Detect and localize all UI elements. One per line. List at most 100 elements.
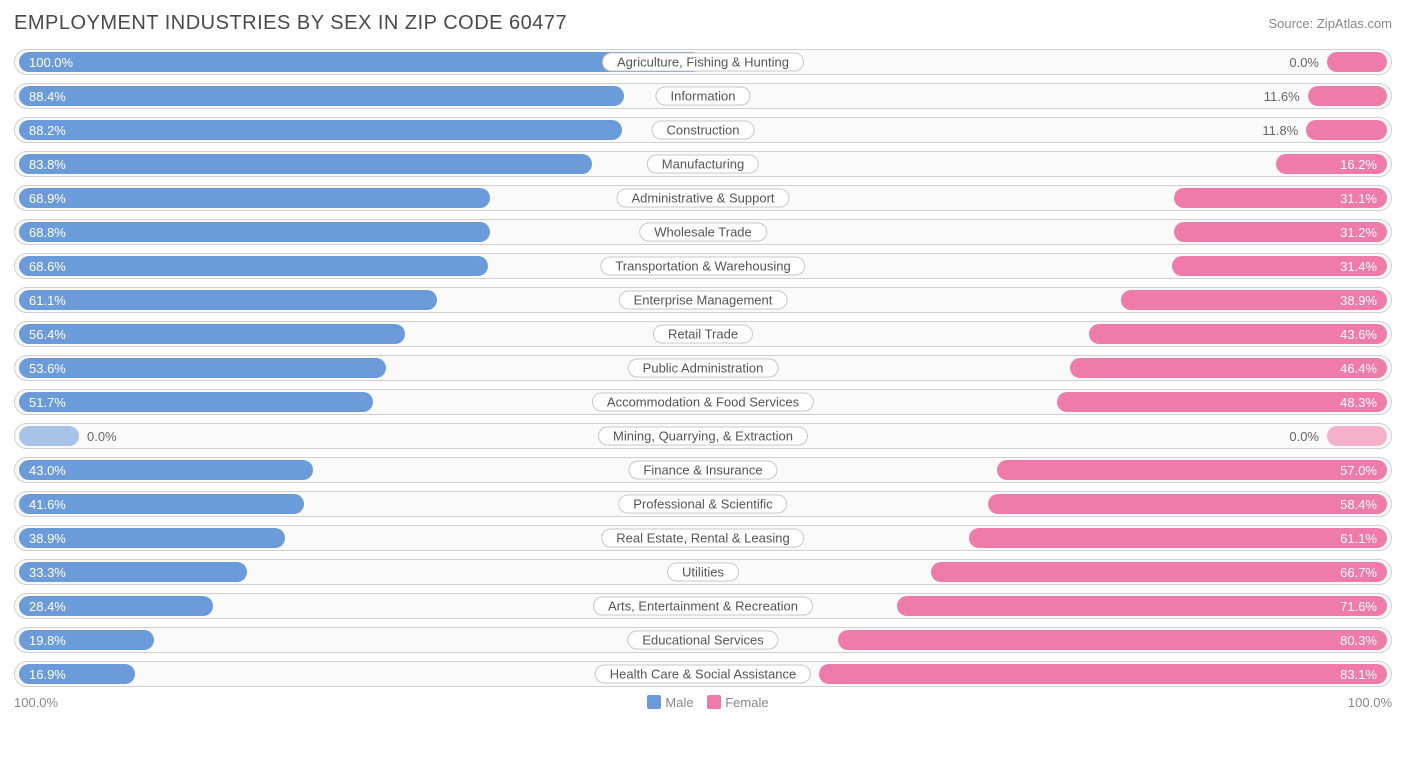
male-pct: 33.3%: [19, 560, 76, 584]
chart-row: 28.4% 71.6% Arts, Entertainment & Recreati…: [14, 593, 1392, 619]
male-bar: [19, 256, 488, 276]
male-pct: 51.7%: [19, 390, 76, 414]
female-pct: 11.6%: [1258, 84, 1306, 108]
female-pct: 58.4%: [1330, 492, 1387, 516]
male-bar: [19, 154, 592, 174]
row-label: Information: [655, 87, 750, 106]
chart-row: 38.9%61.1%Real Estate, Rental & Leasing: [14, 525, 1392, 551]
legend: Male Female: [58, 695, 1348, 710]
male-pct: 43.0%: [19, 458, 76, 482]
male-pct: 68.9%: [19, 186, 76, 210]
female-bar: [1306, 120, 1387, 140]
male-pct: 100.0%: [19, 50, 83, 74]
chart-row: 53.6% 46.4% Public Administration: [14, 355, 1392, 381]
female-pct: 46.4%: [1330, 356, 1387, 380]
row-label: Utilities: [667, 563, 739, 582]
row-label: Retail Trade: [653, 325, 753, 344]
female-bar: [838, 630, 1387, 650]
male-pct: 88.4%: [19, 84, 76, 108]
male-pct: 56.4%: [19, 322, 76, 346]
chart-footer: 100.0% Male Female 100.0%: [14, 695, 1392, 710]
legend-label-male: Male: [665, 695, 693, 710]
female-pct: 61.1%: [1330, 526, 1387, 550]
legend-swatch-female: [707, 695, 721, 709]
male-bar: [19, 222, 490, 242]
female-bar: [1308, 86, 1387, 106]
male-pct: 0.0%: [81, 424, 123, 448]
chart-row: 88.2% 11.8% Construction: [14, 117, 1392, 143]
row-label: Transportation & Warehousing: [600, 257, 805, 276]
row-label: Educational Services: [627, 631, 778, 650]
male-bar: [19, 120, 622, 140]
chart-row: 41.6% 58.4% Professional & Scientific: [14, 491, 1392, 517]
female-pct: 31.2%: [1330, 220, 1387, 244]
female-bar: [997, 460, 1387, 480]
female-pct: 57.0%: [1330, 458, 1387, 482]
row-label: Construction: [652, 121, 755, 140]
male-bar: [19, 188, 490, 208]
female-pct: 71.6%: [1330, 594, 1387, 618]
row-label: Health Care & Social Assistance: [595, 665, 811, 684]
chart-row: 61.1%38.9%Enterprise Management: [14, 287, 1392, 313]
female-pct: 83.1%: [1330, 662, 1387, 686]
male-pct: 68.6%: [19, 254, 76, 278]
female-pct: 11.8%: [1256, 118, 1304, 142]
female-pct: 43.6%: [1330, 322, 1387, 346]
row-label: Finance & Insurance: [628, 461, 777, 480]
female-pct: 31.1%: [1330, 186, 1387, 210]
chart-row: 43.0% 57.0% Finance & Insurance: [14, 457, 1392, 483]
male-pct: 38.9%: [19, 526, 76, 550]
legend-swatch-male: [647, 695, 661, 709]
male-pct: 19.8%: [19, 628, 76, 652]
chart-title: EMPLOYMENT INDUSTRIES BY SEX IN ZIP CODE…: [14, 12, 567, 35]
female-pct: 38.9%: [1330, 288, 1387, 312]
female-bar: [969, 528, 1387, 548]
legend-label-female: Female: [725, 695, 768, 710]
female-bar: [931, 562, 1387, 582]
male-bar: [19, 86, 624, 106]
female-bar: [819, 664, 1387, 684]
male-pct: 41.6%: [19, 492, 76, 516]
male-pct: 16.9%: [19, 662, 76, 686]
male-pct: 28.4%: [19, 594, 76, 618]
chart-row: 100.0% 0.0% Agriculture, Fishing & Hunting: [14, 49, 1392, 75]
male-pct: 68.8%: [19, 220, 76, 244]
female-pct: 48.3%: [1330, 390, 1387, 414]
row-label: Public Administration: [628, 359, 779, 378]
source-attribution: Source: ZipAtlas.com: [1268, 16, 1392, 31]
female-bar: [897, 596, 1387, 616]
row-label: Arts, Entertainment & Recreation: [593, 597, 813, 616]
female-pct: 80.3%: [1330, 628, 1387, 652]
female-pct: 66.7%: [1330, 560, 1387, 584]
female-pct: 0.0%: [1283, 424, 1325, 448]
female-bar: [1327, 52, 1387, 72]
row-label: Professional & Scientific: [618, 495, 787, 514]
chart-row: 0.0% 0.0% Mining, Quarrying, & Extraction: [14, 423, 1392, 449]
row-label: Agriculture, Fishing & Hunting: [602, 53, 804, 72]
female-pct: 31.4%: [1330, 254, 1387, 278]
chart-row: 83.8% 16.2% Manufacturing: [14, 151, 1392, 177]
female-pct: 0.0%: [1283, 50, 1325, 74]
male-pct: 61.1%: [19, 288, 76, 312]
chart-row: 33.3% 66.7% Utilities: [14, 559, 1392, 585]
female-pct: 16.2%: [1330, 152, 1387, 176]
row-label: Manufacturing: [647, 155, 759, 174]
male-pct: 88.2%: [19, 118, 76, 142]
chart-row: 51.7% 48.3% Accommodation & Food Services: [14, 389, 1392, 415]
male-pct: 53.6%: [19, 356, 76, 380]
chart-row: 68.8% 31.2% Wholesale Trade: [14, 219, 1392, 245]
male-pct: 83.8%: [19, 152, 76, 176]
male-bar: [19, 52, 703, 72]
chart-row: 56.4% 43.6% Retail Trade: [14, 321, 1392, 347]
chart-row: 16.9% 83.1% Health Care & Social Assistanc…: [14, 661, 1392, 687]
male-bar: [19, 426, 79, 446]
chart-row: 68.6% 31.4% Transportation & Warehousing: [14, 253, 1392, 279]
male-bar: [19, 290, 437, 310]
axis-left-label: 100.0%: [14, 695, 58, 710]
chart-row: 88.4% 11.6% Information: [14, 83, 1392, 109]
row-label: Accommodation & Food Services: [592, 393, 814, 412]
row-label: Mining, Quarrying, & Extraction: [598, 427, 808, 446]
chart-row: 68.9%31.1%Administrative & Support: [14, 185, 1392, 211]
row-label: Wholesale Trade: [639, 223, 767, 242]
female-bar: [988, 494, 1387, 514]
